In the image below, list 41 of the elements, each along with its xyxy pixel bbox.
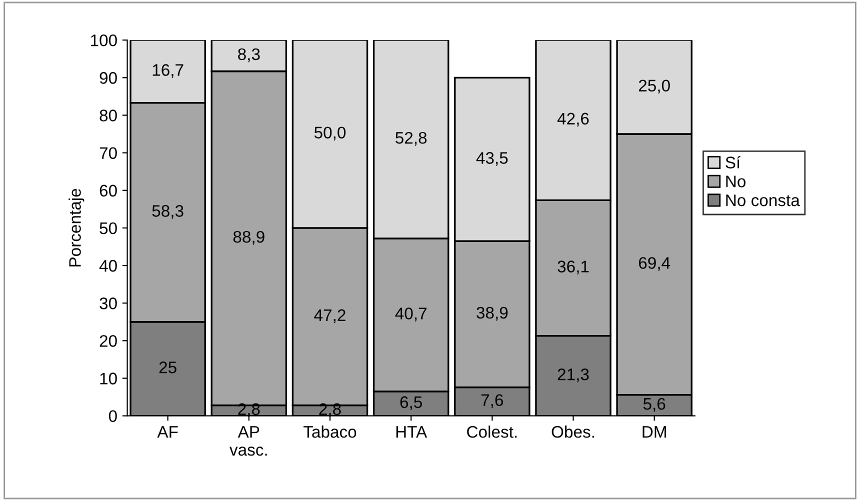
y-tick-label: 20: [100, 335, 117, 347]
legend-label: No consta: [726, 194, 800, 206]
data-label: 6,5: [400, 396, 422, 410]
data-label: 88,9: [233, 230, 264, 245]
y-tick-label: 90: [100, 72, 117, 84]
data-label: 38,9: [476, 306, 508, 321]
x-tick-label: AP vasc.: [230, 426, 267, 456]
legend-label: Sí: [726, 156, 741, 168]
x-tick-label: AF: [157, 426, 178, 438]
data-label: 21,3: [558, 368, 589, 382]
y-tick-label: 10: [100, 372, 117, 384]
y-tick-label: 80: [100, 110, 117, 122]
data-label: 16,7: [152, 64, 184, 78]
x-tick-label: Obes.: [552, 426, 594, 438]
y-tick-label: 70: [100, 147, 117, 160]
legend-label: No: [726, 176, 746, 188]
data-label: 50,0: [314, 126, 346, 140]
data-label: 40,7: [395, 308, 426, 322]
data-label: 43,5: [476, 152, 508, 166]
x-tick-label: Colest.: [467, 426, 517, 438]
data-label: 7,6: [481, 394, 504, 408]
y-tick-label: 40: [99, 260, 117, 272]
data-label: 36,1: [558, 260, 589, 274]
data-label: 25,0: [638, 80, 670, 94]
data-label: 52,8: [396, 132, 427, 146]
data-label: 42,6: [557, 112, 589, 127]
y-tick-label: 60: [100, 184, 117, 197]
x-tick-label: DM: [642, 426, 666, 438]
x-tick-label: HTA: [396, 426, 428, 438]
y-tick-label: 100: [91, 34, 117, 46]
data-label: 5,6: [643, 398, 666, 412]
y-tick-label: 30: [100, 298, 117, 310]
data-label: 47,2: [314, 309, 346, 324]
y-tick-label: 0: [108, 410, 117, 422]
data-label: 58,3: [152, 205, 184, 219]
x-tick-label: Tabaco: [304, 426, 356, 438]
data-label: 69,4: [638, 257, 670, 271]
y-tick-label: 50: [100, 222, 117, 234]
data-label: 8,3: [238, 48, 260, 62]
data-label: 25: [159, 362, 176, 374]
y-axis-title: Porcentaje: [68, 188, 84, 266]
